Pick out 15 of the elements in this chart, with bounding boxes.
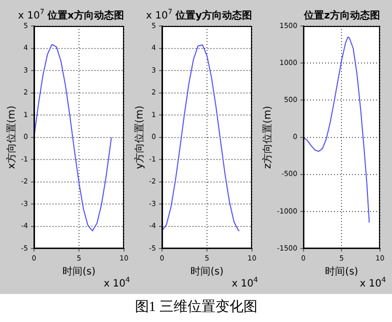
chart-title: 位置z方向动态图 [303,10,380,22]
text: x 10$^{7}$ [18,8,44,22]
text: x 10$^{4}$ [232,276,258,290]
text: x 10$^{4}$ [104,276,130,290]
y-axis-title: x方向位置(m) [6,105,18,170]
x-axis-title: 时间(s) [190,266,224,278]
chart-title: 位置y方向动态图 [174,10,252,22]
caption: 图1 三维位置变化图 [134,298,258,316]
y-axis-title: z方向位置(m) [262,106,274,169]
text: x 10$^{7}$ [146,8,172,22]
text: x 10$^{4}$ [360,276,386,290]
x-axis-title: 时间(s) [325,266,358,278]
chart-title: 位置x方向动态图 [46,10,124,22]
y-axis-title: y方向位置(m) [134,105,146,170]
x-axis-title: 时间(s) [62,266,96,278]
